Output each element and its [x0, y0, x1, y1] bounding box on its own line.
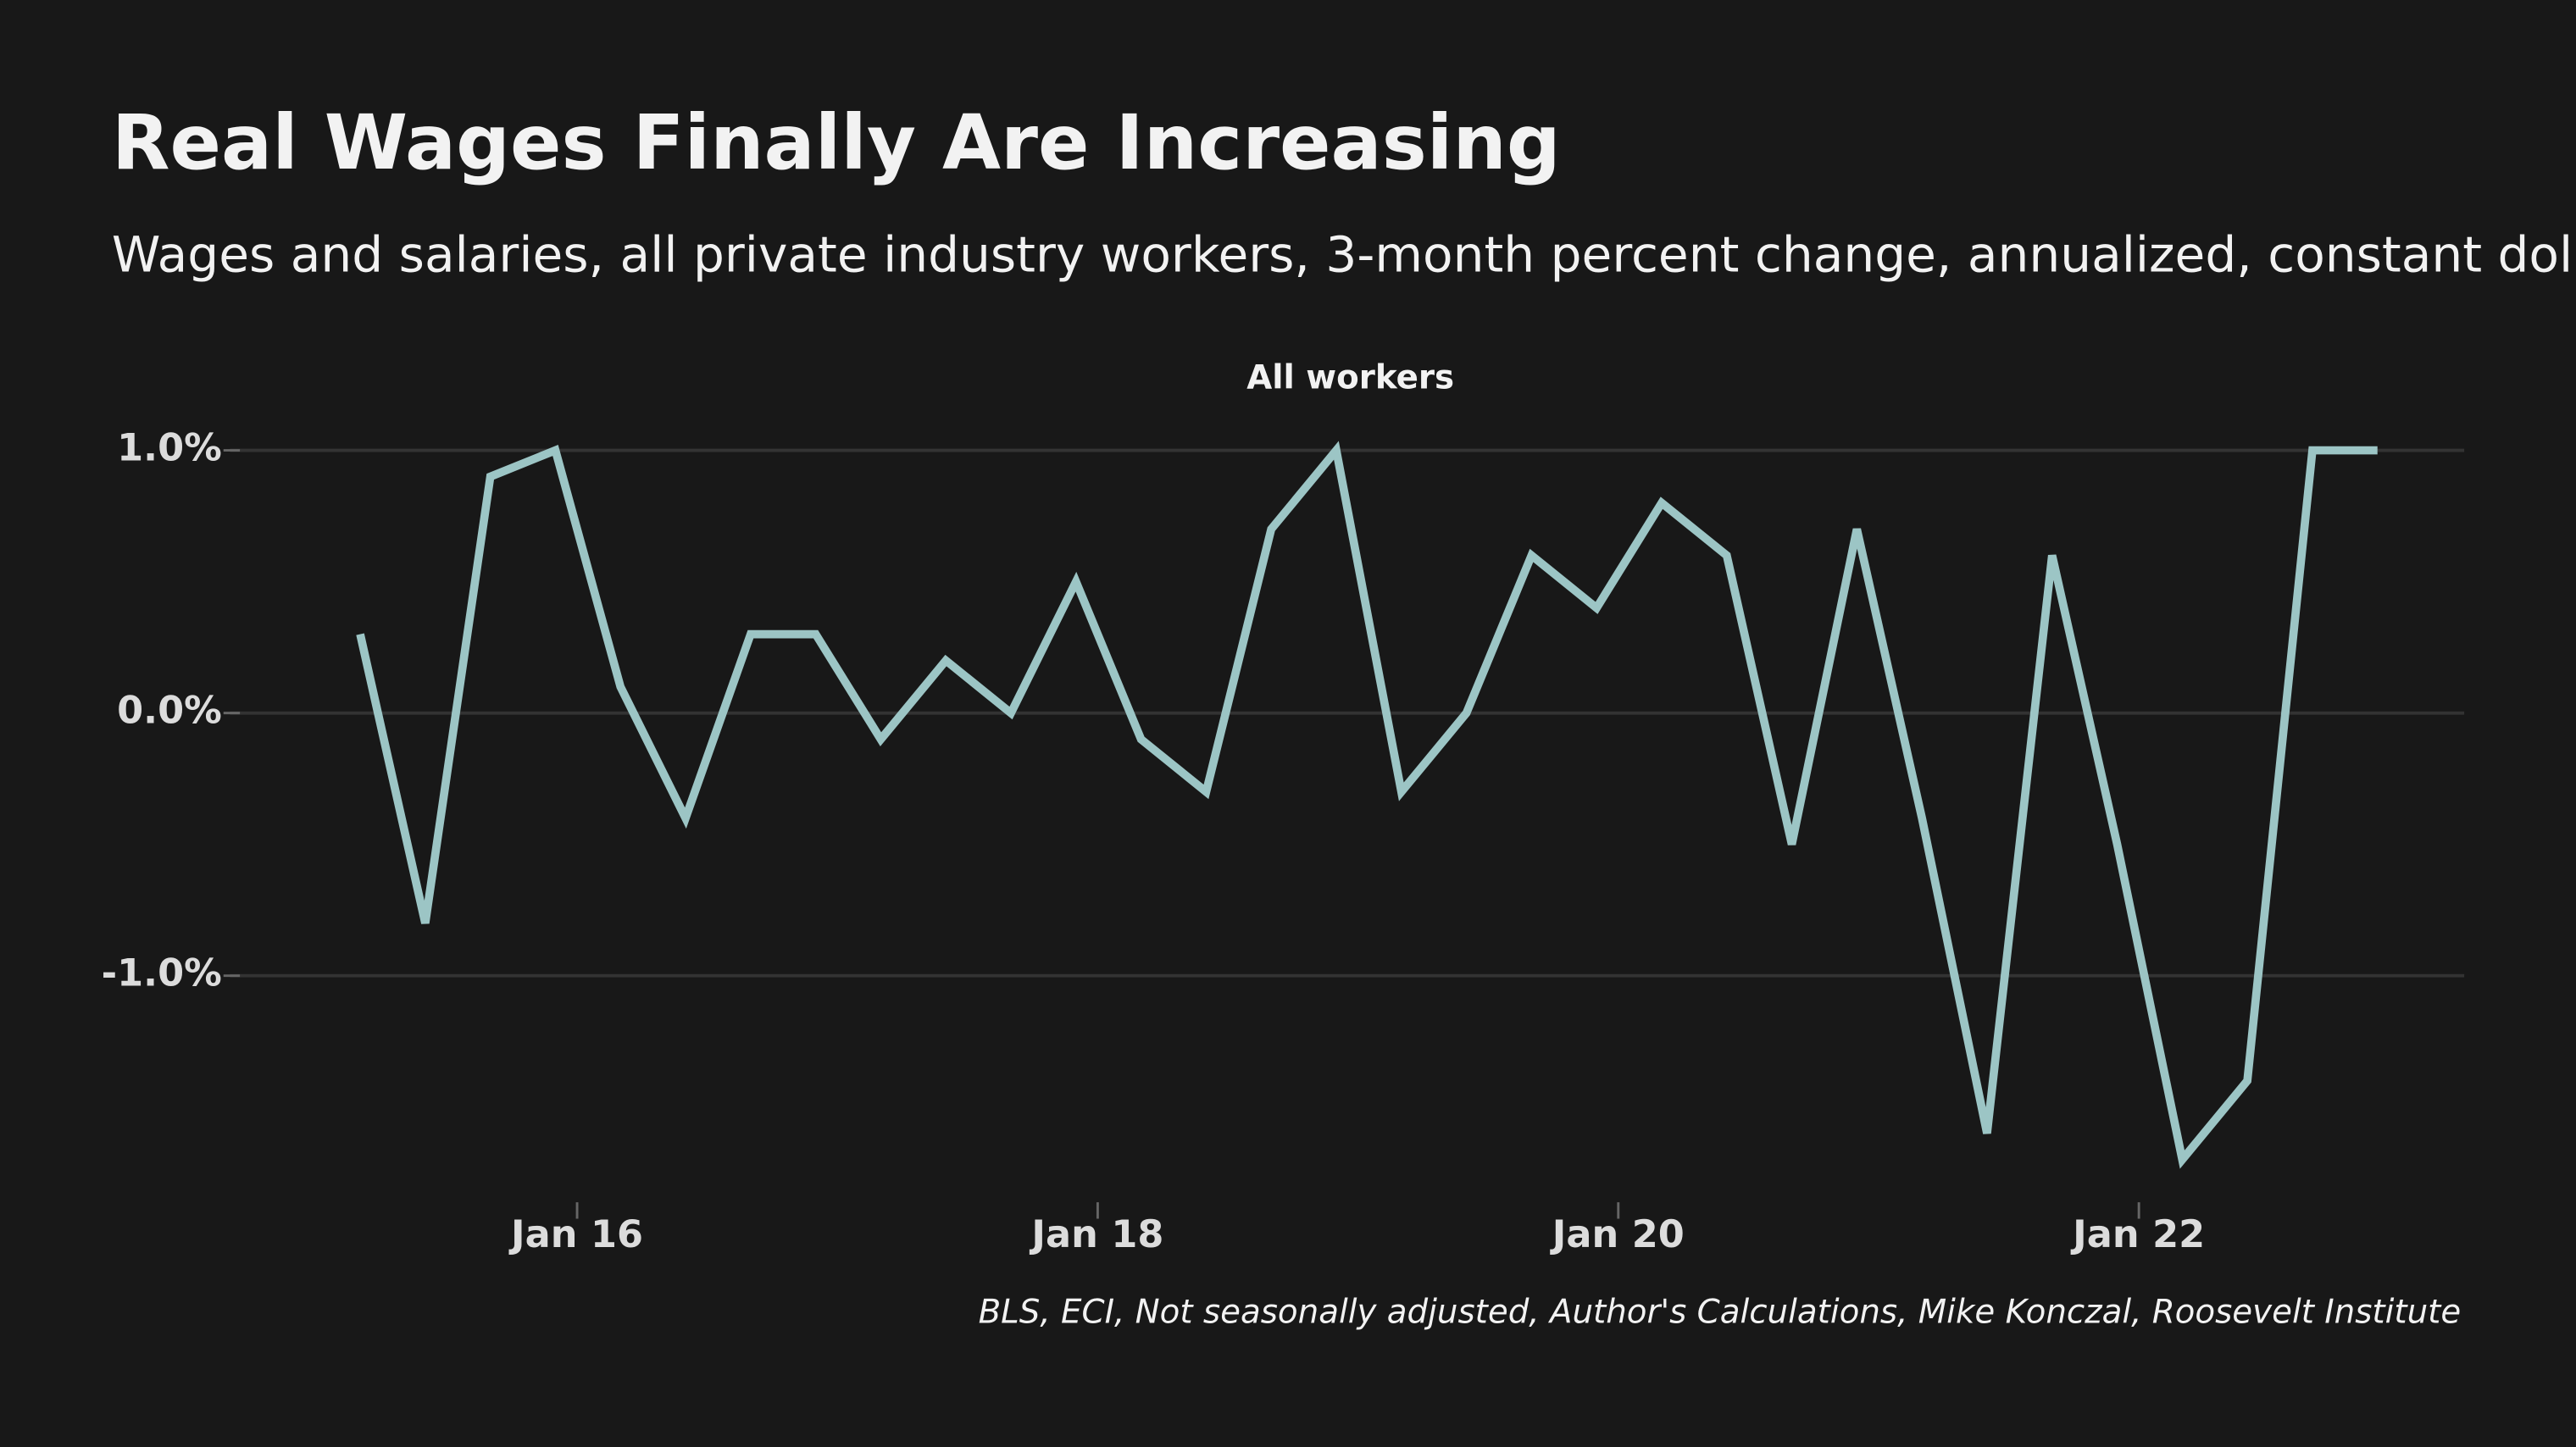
x-tick-label: Jan 18: [1029, 1212, 1163, 1256]
chart-subtitle: Wages and salaries, all private industry…: [112, 225, 2576, 283]
x-tick-label: Jan 22: [2070, 1212, 2205, 1256]
data-line: [356, 441, 2378, 1169]
y-tick-label: 1.0%: [117, 426, 222, 470]
x-tick-label: Jan 16: [508, 1212, 643, 1256]
chart-title: Real Wages Finally Are Increasing: [112, 99, 1561, 187]
x-tick-label: Jan 20: [1550, 1212, 1685, 1256]
panel-title: All workers: [1246, 358, 1454, 396]
y-tick-label: -1.0%: [102, 951, 222, 995]
y-tick-label: 0.0%: [117, 689, 222, 733]
source-note: BLS, ECI, Not seasonally adjusted, Autho…: [979, 1293, 2462, 1331]
